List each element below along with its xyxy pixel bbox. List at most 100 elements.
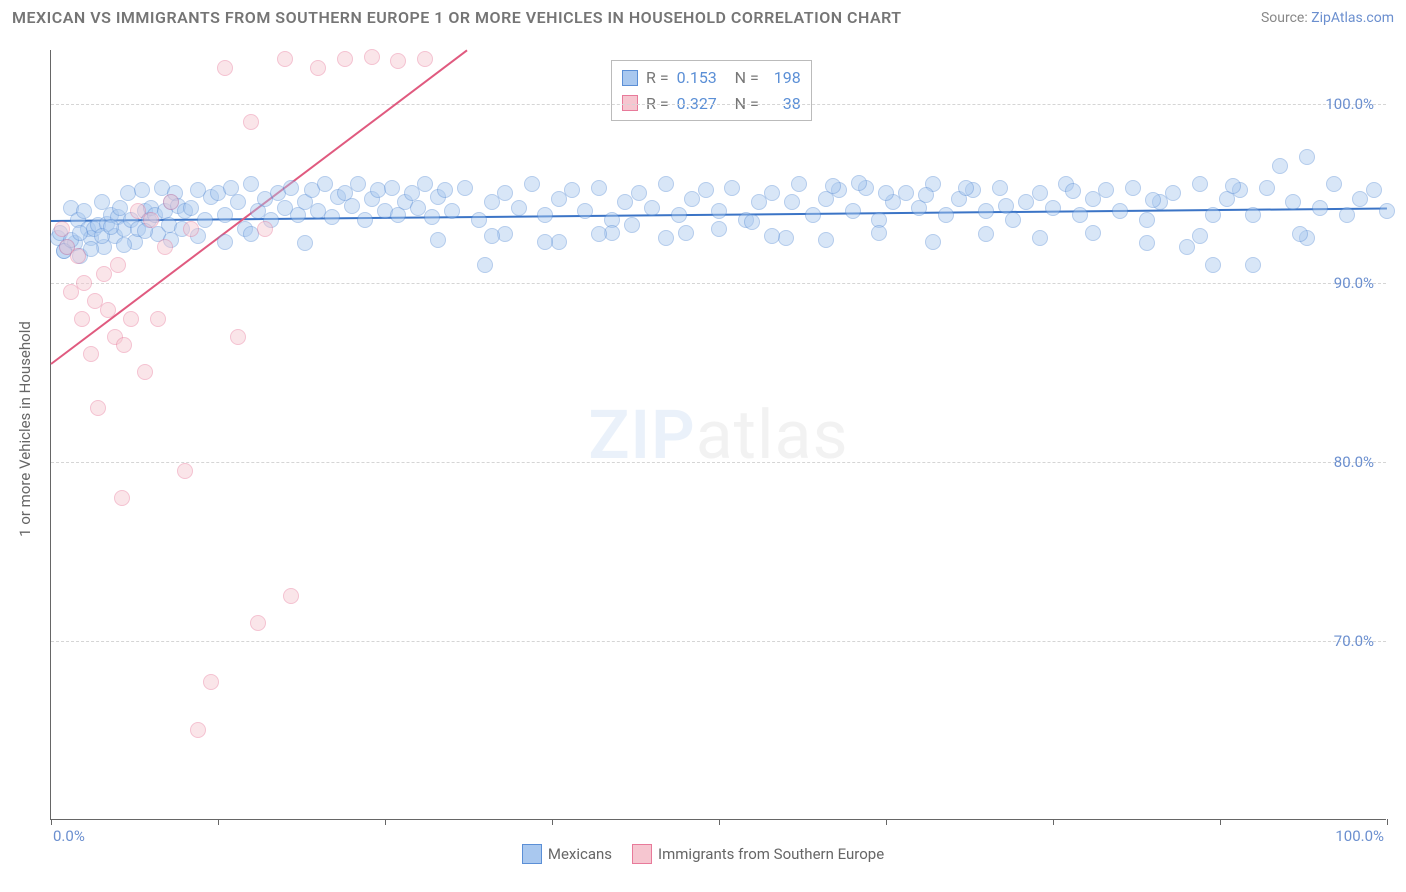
data-point — [83, 346, 99, 362]
data-point — [1379, 203, 1395, 219]
data-point — [217, 234, 233, 250]
data-point — [1272, 158, 1288, 174]
data-point — [1112, 203, 1128, 219]
x-tick-mark — [719, 819, 720, 825]
data-point — [764, 185, 780, 201]
data-point — [277, 51, 293, 67]
data-point — [310, 60, 326, 76]
n-label: N = — [735, 65, 759, 91]
data-point — [1165, 185, 1181, 201]
chart-container: 1 or more Vehicles in Household ZIPatlas… — [10, 40, 1396, 840]
source-prefix: Source: — [1261, 10, 1311, 26]
data-point — [110, 257, 126, 273]
y-tick-label: 80.0% — [1334, 453, 1374, 471]
data-point — [1072, 207, 1088, 223]
data-point — [1292, 226, 1308, 242]
data-point — [978, 226, 994, 242]
data-point — [1245, 257, 1261, 273]
data-point — [658, 176, 674, 192]
data-point — [471, 212, 487, 228]
data-point — [744, 214, 760, 230]
data-point — [1326, 176, 1342, 192]
data-point — [116, 237, 132, 253]
data-point — [444, 203, 460, 219]
data-point — [1139, 235, 1155, 251]
legend-item: Mexicans — [522, 844, 612, 864]
data-point — [350, 176, 366, 192]
data-point — [197, 212, 213, 228]
data-point — [250, 615, 266, 631]
data-point — [317, 176, 333, 192]
data-point — [163, 194, 179, 210]
data-point — [1366, 182, 1382, 198]
legend-stat-row: R =0.153N =198 — [622, 65, 801, 91]
correlation-legend: R =0.153N =198R =0.327N =38 — [611, 60, 812, 121]
data-point — [424, 209, 440, 225]
r-label: R = — [646, 65, 669, 91]
data-point — [357, 212, 373, 228]
data-point — [123, 311, 139, 327]
data-point — [898, 185, 914, 201]
data-point — [430, 232, 446, 248]
data-point — [998, 198, 1014, 214]
source-link[interactable]: ZipAtlas.com — [1311, 10, 1394, 26]
series-legend: MexicansImmigrants from Southern Europe — [10, 830, 1396, 878]
data-point — [978, 203, 994, 219]
data-point — [437, 182, 453, 198]
data-point — [297, 235, 313, 251]
data-point — [918, 187, 934, 203]
data-point — [1085, 225, 1101, 241]
data-point — [417, 176, 433, 192]
data-point — [114, 490, 130, 506]
data-point — [337, 51, 353, 67]
data-point — [1205, 207, 1221, 223]
data-point — [457, 180, 473, 196]
data-point — [671, 207, 687, 223]
y-tick-label: 70.0% — [1334, 632, 1374, 650]
data-point — [203, 674, 219, 690]
data-point — [1339, 207, 1355, 223]
data-point — [511, 200, 527, 216]
data-point — [497, 185, 513, 201]
data-point — [417, 51, 433, 67]
data-point — [711, 221, 727, 237]
data-point — [72, 225, 88, 241]
data-point — [537, 234, 553, 250]
data-point — [484, 228, 500, 244]
data-point — [324, 209, 340, 225]
data-point — [992, 180, 1008, 196]
chart-header: MEXICAN VS IMMIGRANTS FROM SOUTHERN EURO… — [0, 0, 1406, 31]
data-point — [217, 207, 233, 223]
data-point — [190, 722, 206, 738]
data-point — [90, 400, 106, 416]
x-tick-mark — [1220, 819, 1221, 825]
data-point — [54, 221, 70, 237]
plot-area: ZIPatlas R =0.153N =198R =0.327N =38 70.… — [50, 50, 1386, 820]
data-point — [1125, 180, 1141, 196]
source-attribution: Source: ZipAtlas.com — [1261, 10, 1394, 26]
data-point — [711, 203, 727, 219]
data-point — [724, 180, 740, 196]
data-point — [537, 207, 553, 223]
data-point — [390, 53, 406, 69]
legend-swatch — [632, 844, 652, 864]
data-point — [577, 203, 593, 219]
data-point — [137, 364, 153, 380]
data-point — [1145, 192, 1161, 208]
x-tick-mark — [218, 819, 219, 825]
legend-swatch — [622, 70, 638, 86]
data-point — [70, 248, 86, 264]
data-point — [1192, 228, 1208, 244]
x-tick-mark — [886, 819, 887, 825]
y-axis-label: 1 or more Vehicles in Household — [16, 104, 34, 754]
data-point — [764, 228, 780, 244]
data-point — [76, 275, 92, 291]
data-point — [100, 302, 116, 318]
data-point — [477, 257, 493, 273]
data-point — [1139, 212, 1155, 228]
data-point — [74, 311, 90, 327]
data-point — [230, 329, 246, 345]
data-point — [678, 225, 694, 241]
x-tick-mark — [1053, 819, 1054, 825]
data-point — [1259, 180, 1275, 196]
